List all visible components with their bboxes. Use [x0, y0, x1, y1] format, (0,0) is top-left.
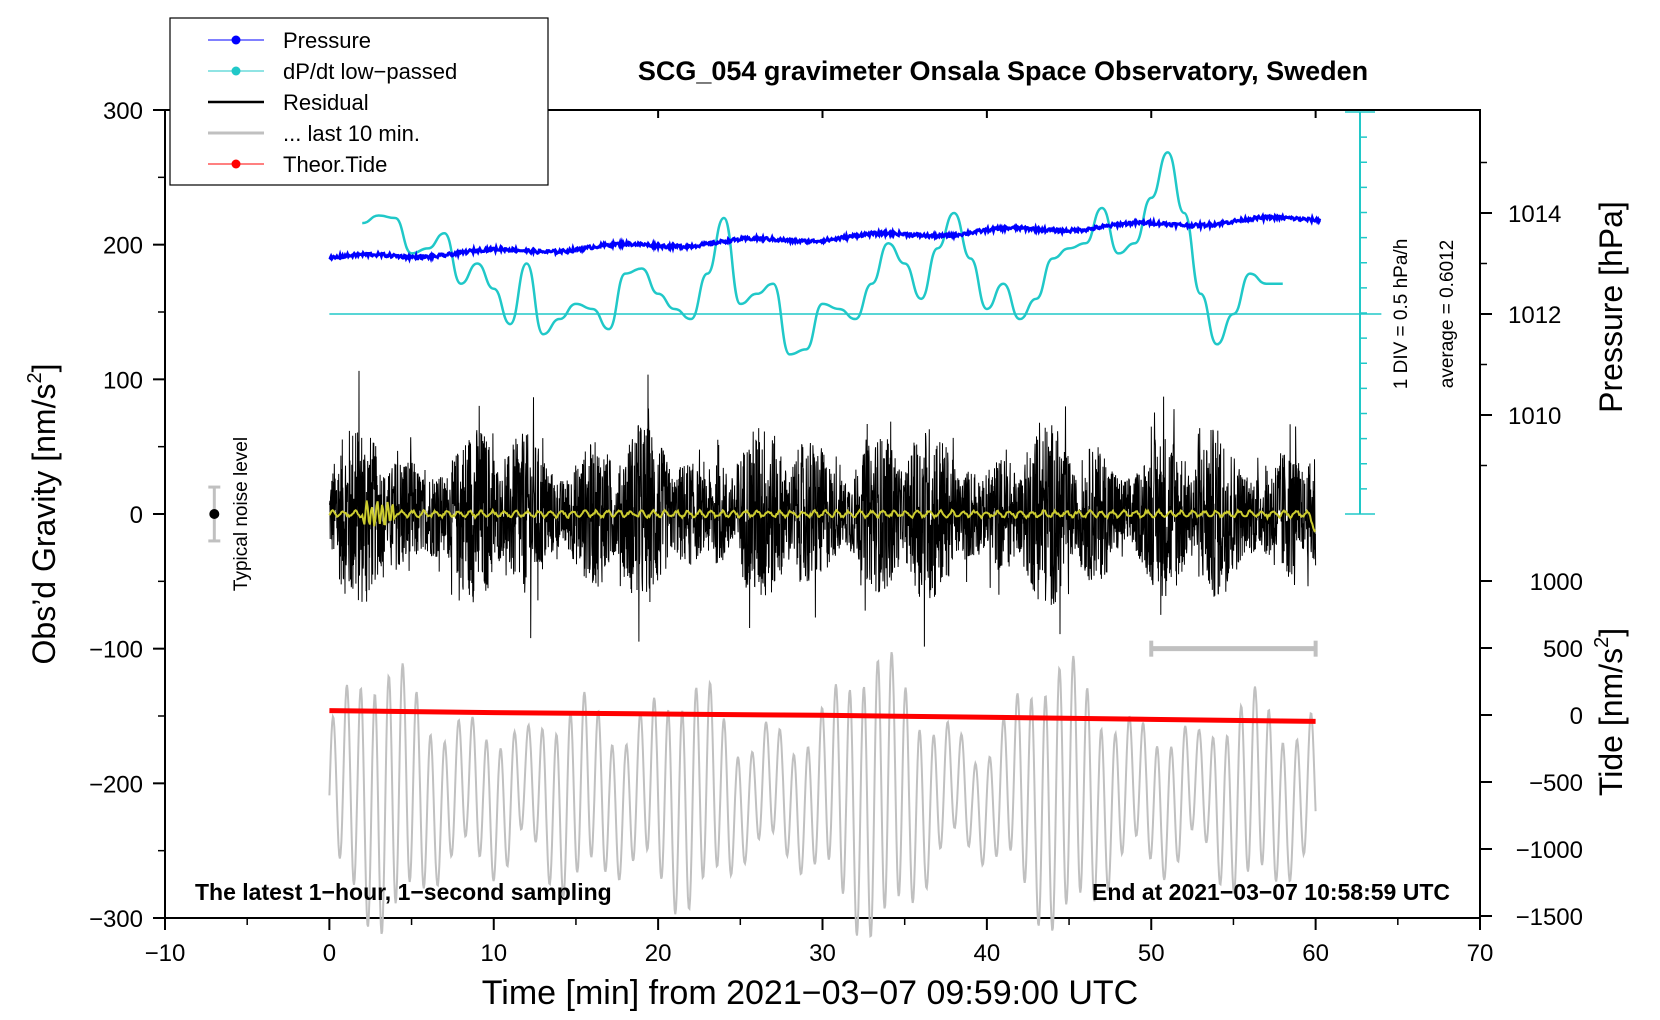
tide-tick-label: 500	[1543, 636, 1583, 663]
y-axis-tide-label: Tide [nm/s2]	[1591, 628, 1629, 796]
legend-label: Theor.Tide	[283, 152, 387, 177]
x-tick-label: 30	[809, 940, 836, 967]
pressure-series-line	[328, 212, 1322, 264]
y-tick-label: −200	[89, 771, 143, 798]
legend-label: ... last 10 min.	[283, 121, 420, 146]
pressure-tick-label: 1010	[1508, 403, 1561, 430]
y-axis-pressure-label-group: Pressure [hPa]	[1593, 201, 1629, 413]
annotation-sampling: The latest 1−hour, 1−second sampling	[195, 879, 612, 905]
scale-avg-label: average = 0.6012	[1437, 240, 1458, 388]
legend-label: Residual	[283, 90, 369, 115]
legend-marker	[231, 35, 241, 45]
x-tick-label: 20	[645, 940, 672, 967]
scale-div-label: 1 DIV = 0.5 hPa/h	[1391, 239, 1412, 390]
last10-series-line	[328, 651, 1317, 938]
y-axis-left-label-close: ]	[26, 364, 62, 373]
y-axis-left-label-text: Obs’d Gravity [nm/s	[26, 384, 62, 665]
y-axis-left-label: Obs’d Gravity [nm/s2]	[24, 364, 62, 665]
y-tick-label: 100	[103, 367, 143, 394]
y-axis-tide-label-sup: 2	[1591, 637, 1613, 648]
tide-tick-label: 1000	[1530, 569, 1583, 596]
y-axis-pressure-label: Pressure [hPa]	[1593, 201, 1629, 413]
legend: Pressure dP/dt low−passed Residual ... last…	[169, 17, 549, 186]
y-tick-label: −300	[89, 906, 143, 933]
theor-tide-line	[329, 708, 1316, 724]
x-axis-label: Time [min] from 2021−03−07 09:59:00 UTC	[482, 974, 1138, 1012]
y-axis-left-label-group: Obs’d Gravity [nm/s2]	[24, 364, 62, 665]
dpdt-series-line	[362, 151, 1283, 356]
legend-label: dP/dt low−passed	[283, 59, 457, 84]
scale-div-group: 1 DIV = 0.5 hPa/h	[1391, 239, 1412, 390]
x-tick-label: 50	[1138, 940, 1165, 967]
y-tick-label: −100	[89, 637, 143, 664]
series-layer	[208, 111, 1382, 938]
y-axis-left-label-sup: 2	[24, 372, 46, 383]
pressure-tick-label: 1012	[1508, 302, 1561, 329]
legend-marker	[231, 159, 241, 169]
axes-group: −10 0 10 20 30 40 50 60 70−300−200−1000100200300…	[89, 98, 1583, 967]
legend-label: Pressure	[283, 28, 371, 53]
residual-series-line	[328, 370, 1317, 647]
x-tick-label: 40	[974, 940, 1001, 967]
x-tick-label: 0	[323, 940, 336, 967]
legend-marker	[231, 66, 241, 76]
annotation-end-time: End at 2021−03−07 10:58:59 UTC	[1092, 879, 1450, 905]
residual-lowpass-line	[328, 500, 1317, 533]
y-axis-tide-label-close: ]	[1593, 628, 1629, 637]
tide-tick-label: −1500	[1516, 904, 1583, 931]
noise-label-group: Typical noise level	[231, 437, 252, 591]
tide-tick-label: −500	[1529, 770, 1583, 797]
tide-tick-label: 0	[1570, 703, 1583, 730]
legend-items: Pressure dP/dt low−passed Residual ... last…	[208, 28, 457, 177]
y-tick-label: 300	[103, 98, 143, 125]
x-tick-label: 60	[1302, 940, 1329, 967]
x-tick-label: 10	[480, 940, 507, 967]
x-tick-label: −10	[145, 940, 186, 967]
scale-avg-group: average = 0.6012	[1437, 240, 1458, 388]
tide-tick-label: −1000	[1516, 837, 1583, 864]
y-axis-tide-label-group: Tide [nm/s2]	[1591, 628, 1629, 796]
y-tick-label: 200	[103, 233, 143, 260]
noise-level-label: Typical noise level	[231, 437, 252, 591]
y-axis-tide-label-text: Tide [nm/s	[1593, 648, 1629, 796]
y-tick-label: 0	[130, 502, 143, 529]
chart-title: SCG_054 gravimeter Onsala Space Observat…	[638, 56, 1368, 86]
pressure-tick-label: 1014	[1508, 201, 1561, 228]
noise-marker-dot	[209, 509, 220, 519]
x-tick-label: 70	[1467, 940, 1494, 967]
